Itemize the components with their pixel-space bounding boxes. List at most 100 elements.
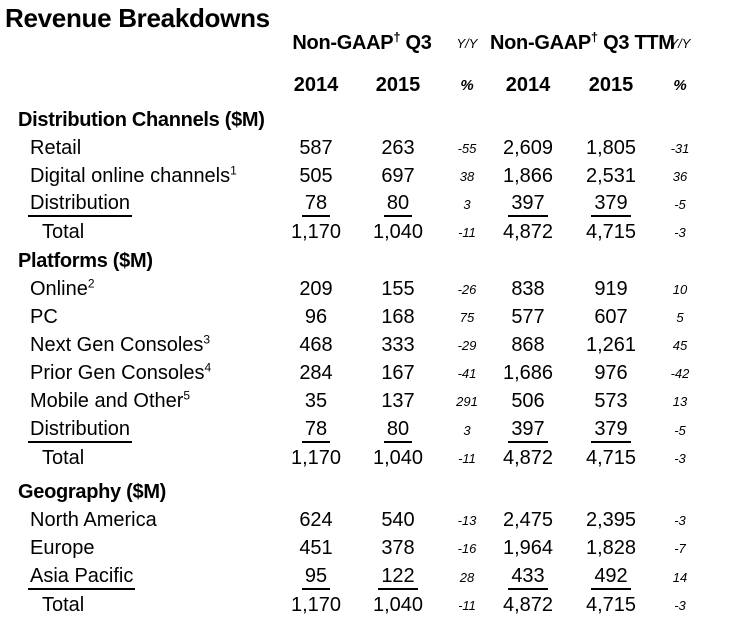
value-ttm-2014: 397	[490, 192, 566, 218]
value-ttm-yoy: 13	[656, 394, 704, 409]
cell-value: 96	[304, 305, 328, 328]
value-q3-2015: 1,040	[352, 447, 444, 470]
table-row: Distribution 78 80 3 397 379 -5	[5, 416, 742, 444]
table-row: Asia Pacific 95 122 28 433 492 14	[5, 563, 742, 591]
cell-value: 168	[381, 305, 415, 328]
cell-value: 4,872	[502, 221, 554, 244]
cell-value: 4,715	[585, 446, 637, 469]
table-row: Distribution 78 80 3 397 379 -5	[5, 191, 742, 219]
value-q3-yoy: 75	[444, 310, 490, 325]
header-group-q3-period: Q3	[400, 32, 432, 54]
cell-value: 397	[508, 418, 548, 443]
header-yoy-q3: Y/Y	[456, 36, 478, 51]
cell-value: -26	[457, 281, 477, 297]
cell-value: -3	[674, 450, 686, 466]
cell-value: -11	[458, 225, 476, 241]
value-q3-2015: 122	[352, 565, 444, 590]
table-row: Europe 451 378 -16 1,964 1,828 -7	[5, 535, 742, 563]
value-ttm-yoy: -3	[656, 598, 704, 613]
value-q3-2015: 697	[352, 165, 444, 188]
table-row: Total 1,170 1,040 -11 4,872 4,715 -3	[5, 591, 742, 619]
footnote-marker: 2	[87, 276, 95, 291]
table-header-group-row: Non-GAAP† Q3 Y/Y Non-GAAP† Q3 TTM Y/Y	[5, 30, 742, 54]
cell-value: 976	[594, 362, 628, 385]
cell-value: -3	[674, 225, 686, 241]
row-label: Europe	[30, 537, 95, 560]
header-group-q3ttm: Non-GAAP† Q3 TTM	[490, 29, 675, 55]
value-ttm-2015: 1,261	[566, 334, 656, 357]
section-title: Distribution Channels ($M)	[18, 108, 265, 131]
row-label-cell: Online2	[5, 276, 280, 301]
table-row: Prior Gen Consoles4 284 167 -41 1,686 976 -42	[5, 360, 742, 388]
value-ttm-2014: 4,872	[490, 447, 566, 470]
cell-value: 122	[378, 565, 418, 590]
cell-value: 1,170	[290, 221, 342, 244]
cell-value: 45	[672, 338, 688, 354]
row-label: Prior Gen Consoles	[30, 362, 205, 385]
value-q3-yoy: -29	[444, 338, 490, 353]
value-q3-2014: 468	[280, 334, 352, 357]
value-ttm-2014: 506	[490, 390, 566, 413]
footnote-marker: 5	[183, 388, 191, 403]
value-ttm-2015: 607	[566, 306, 656, 329]
cell-value: 607	[594, 305, 628, 328]
row-label-cell: Asia Pacific	[5, 565, 280, 590]
value-q3-2014: 1,170	[280, 447, 352, 470]
value-q3-2014: 78	[280, 418, 352, 443]
row-label: Retail	[30, 136, 82, 159]
cell-value: 1,964	[502, 537, 554, 560]
cell-value: 3	[463, 422, 471, 438]
cell-value: 28	[459, 569, 475, 585]
value-q3-2014: 95	[280, 565, 352, 590]
value-q3-2014: 96	[280, 306, 352, 329]
value-ttm-yoy: -3	[656, 451, 704, 466]
section-title: Geography ($M)	[18, 481, 167, 504]
cell-value: 2,475	[502, 509, 554, 532]
page-title: Revenue Breakdowns	[5, 3, 270, 33]
value-q3-yoy: 3	[444, 423, 490, 438]
row-label: Distribution	[28, 193, 133, 218]
value-ttm-2014: 397	[490, 418, 566, 443]
value-ttm-yoy: 45	[656, 338, 704, 353]
cell-value: 2,609	[502, 136, 554, 159]
cell-value: 263	[381, 136, 415, 159]
table-header-year-row: 2014 2015 % 2014 2015 %	[5, 74, 742, 96]
cell-value: 573	[594, 390, 628, 413]
cell-value: 587	[299, 136, 333, 159]
cell-value: 5	[676, 309, 684, 325]
row-label-cell: North America	[5, 509, 280, 532]
cell-value: 451	[299, 537, 333, 560]
value-ttm-2015: 4,715	[566, 447, 656, 470]
row-label-cell: Mobile and Other5	[5, 390, 280, 413]
cell-value: 95	[301, 565, 331, 590]
cell-value: 291	[456, 394, 478, 410]
table-body: Distribution Channels ($M) Retail 587 263 -5…	[5, 106, 742, 619]
value-ttm-yoy: -3	[656, 513, 704, 528]
cell-value: -31	[670, 140, 690, 156]
cell-value: 1,828	[585, 537, 637, 560]
dagger-icon: †	[590, 29, 598, 45]
cell-value: -11	[458, 450, 476, 466]
row-label: Asia Pacific	[28, 565, 136, 590]
row-label: Total	[42, 221, 85, 244]
cell-value: 10	[672, 281, 688, 297]
cell-value: 868	[511, 334, 545, 357]
table-row: PC 96 168 75 577 607 5	[5, 303, 742, 331]
value-q3-2015: 167	[352, 362, 444, 385]
value-ttm-yoy: -5	[656, 423, 704, 438]
cell-value: 397	[508, 193, 548, 218]
value-q3-yoy: 38	[444, 169, 490, 184]
value-q3-2015: 80	[352, 192, 444, 218]
cell-value: 3	[463, 197, 471, 213]
value-ttm-yoy: -42	[656, 366, 704, 381]
value-ttm-2014: 868	[490, 334, 566, 357]
value-ttm-2014: 1,964	[490, 537, 566, 560]
row-label: Distribution	[28, 418, 133, 443]
cell-value: -7	[674, 541, 686, 557]
value-q3-2015: 168	[352, 306, 444, 329]
table-row: Online2 209 155 -26 838 919 10	[5, 275, 742, 303]
cell-value: 4,872	[502, 446, 554, 469]
value-ttm-2014: 838	[490, 278, 566, 301]
value-ttm-yoy: -7	[656, 541, 704, 556]
